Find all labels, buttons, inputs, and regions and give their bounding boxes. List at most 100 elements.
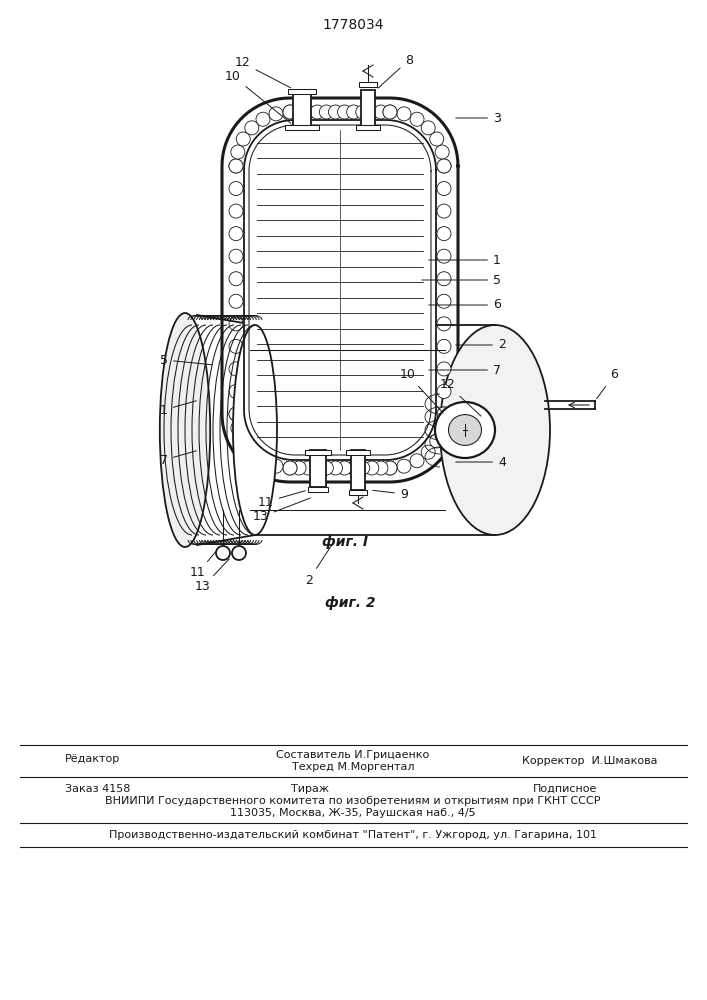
Bar: [349, 490, 367, 495]
Text: фиг. 2: фиг. 2: [325, 596, 375, 610]
Text: 113035, Москва, Ж-35, Раушская наб., 4/5: 113035, Москва, Ж-35, Раушская наб., 4/5: [230, 808, 476, 818]
Circle shape: [437, 159, 451, 173]
Circle shape: [437, 384, 451, 398]
Text: Составитель И.Грицаенко: Составитель И.Грицаенко: [276, 750, 430, 760]
Circle shape: [437, 159, 451, 173]
Circle shape: [337, 105, 351, 119]
Circle shape: [229, 339, 243, 353]
Circle shape: [430, 132, 444, 146]
Circle shape: [437, 362, 451, 376]
Circle shape: [229, 272, 243, 286]
Circle shape: [437, 182, 451, 196]
Circle shape: [437, 407, 451, 421]
Circle shape: [229, 159, 243, 173]
Circle shape: [292, 105, 306, 119]
Circle shape: [346, 105, 361, 119]
Ellipse shape: [160, 313, 210, 547]
Circle shape: [397, 459, 411, 473]
Circle shape: [245, 121, 259, 135]
Circle shape: [283, 105, 297, 119]
Text: 11: 11: [258, 491, 305, 508]
Text: 12: 12: [235, 56, 291, 88]
Text: 7: 7: [160, 451, 197, 466]
Circle shape: [374, 105, 388, 119]
Circle shape: [292, 461, 306, 475]
Text: 2: 2: [305, 542, 334, 586]
Ellipse shape: [440, 325, 550, 535]
Circle shape: [229, 159, 243, 173]
Text: 11: 11: [190, 551, 216, 580]
Circle shape: [437, 249, 451, 263]
Bar: [310, 450, 326, 487]
Text: 6: 6: [597, 368, 618, 399]
Circle shape: [301, 461, 315, 475]
Circle shape: [436, 145, 449, 159]
Circle shape: [283, 105, 297, 119]
Bar: [356, 125, 380, 130]
Circle shape: [320, 461, 334, 475]
Circle shape: [437, 294, 451, 308]
Text: 4: 4: [456, 456, 506, 468]
Text: 2: 2: [456, 338, 506, 352]
Circle shape: [320, 105, 334, 119]
Circle shape: [421, 445, 436, 459]
Circle shape: [437, 339, 451, 353]
Bar: [308, 487, 328, 492]
Circle shape: [410, 112, 424, 126]
Circle shape: [269, 459, 283, 473]
Circle shape: [229, 384, 243, 398]
Circle shape: [374, 461, 388, 475]
Circle shape: [365, 105, 379, 119]
Bar: [359, 82, 377, 87]
Circle shape: [437, 227, 451, 241]
Bar: [305, 450, 331, 455]
Circle shape: [383, 105, 397, 119]
Bar: [361, 90, 375, 130]
Text: 1778034: 1778034: [322, 18, 384, 32]
Text: Техред М.Моргентал: Техред М.Моргентал: [292, 762, 414, 772]
Circle shape: [356, 461, 370, 475]
Text: 7: 7: [428, 363, 501, 376]
Text: 10: 10: [400, 368, 443, 413]
Circle shape: [436, 421, 449, 435]
Circle shape: [310, 461, 325, 475]
Circle shape: [256, 454, 270, 468]
Text: Рёдактор: Рёдактор: [65, 754, 120, 764]
Circle shape: [232, 546, 246, 560]
Circle shape: [283, 461, 297, 475]
Circle shape: [437, 272, 451, 286]
Bar: [346, 450, 370, 455]
Circle shape: [256, 112, 270, 126]
Circle shape: [397, 107, 411, 121]
Circle shape: [229, 249, 243, 263]
Circle shape: [437, 407, 451, 421]
Circle shape: [430, 434, 444, 448]
Circle shape: [269, 107, 283, 121]
Circle shape: [231, 421, 245, 435]
Circle shape: [329, 461, 342, 475]
Bar: [288, 89, 316, 94]
Bar: [285, 125, 319, 130]
Circle shape: [229, 182, 243, 196]
Text: 5: 5: [422, 273, 501, 286]
Ellipse shape: [435, 402, 495, 458]
Ellipse shape: [233, 325, 277, 535]
Circle shape: [383, 105, 397, 119]
Text: 8: 8: [378, 53, 413, 88]
Text: 5: 5: [160, 354, 212, 366]
Circle shape: [229, 227, 243, 241]
Text: 10: 10: [225, 70, 291, 123]
Polygon shape: [244, 120, 436, 460]
Bar: [351, 450, 365, 490]
Circle shape: [421, 121, 436, 135]
Text: ВНИИПИ Государственного комитета по изобретениям и открытиям при ГКНТ СССР: ВНИИПИ Государственного комитета по изоб…: [105, 796, 601, 806]
Text: 12: 12: [440, 378, 481, 416]
Circle shape: [231, 145, 245, 159]
Text: 3: 3: [456, 111, 501, 124]
Circle shape: [437, 204, 451, 218]
Text: Подписное: Подписное: [533, 784, 597, 794]
Text: 1: 1: [160, 401, 197, 416]
Circle shape: [229, 362, 243, 376]
Text: 9: 9: [373, 488, 408, 500]
Text: 13: 13: [253, 498, 310, 524]
